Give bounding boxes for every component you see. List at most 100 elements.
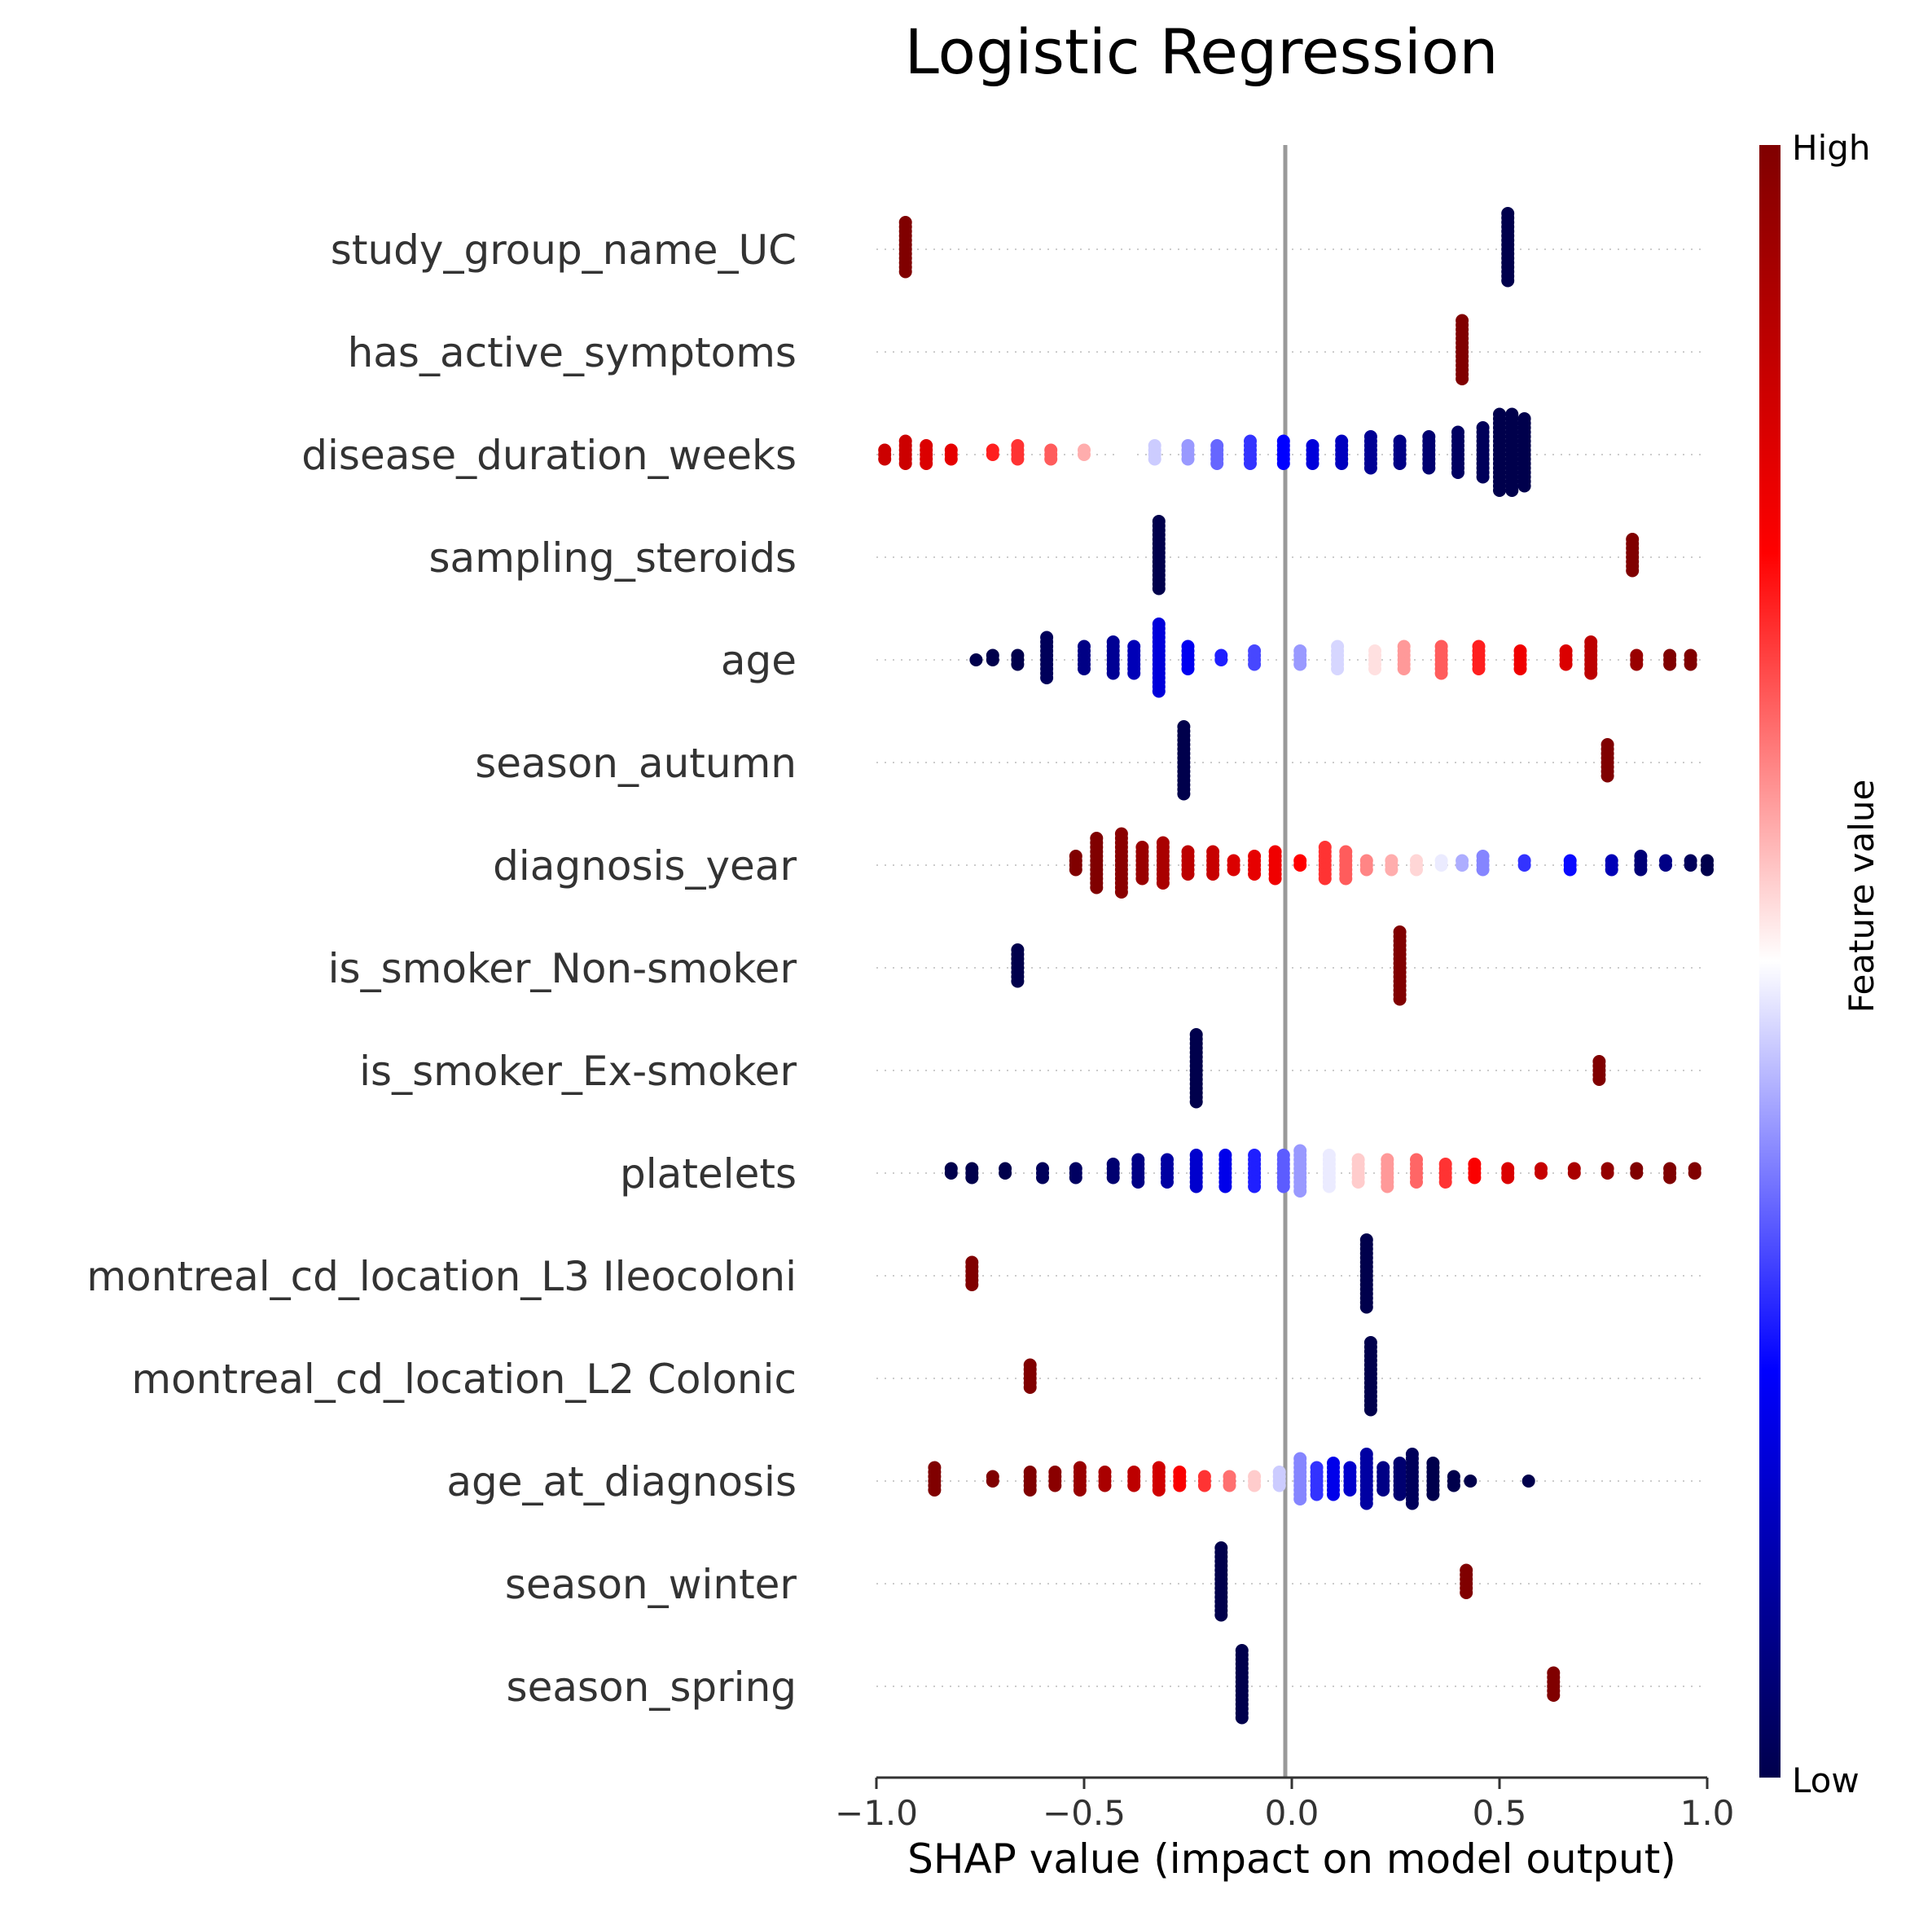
shap-point [1268, 845, 1282, 859]
shap-point [1472, 640, 1486, 653]
shap-point [1559, 644, 1573, 657]
shap-point [1098, 1479, 1112, 1492]
shap-point [1493, 407, 1506, 421]
feature-label: is_smoker_Non-smoker [328, 945, 797, 992]
shap-point [1272, 1466, 1286, 1479]
x-axis: −1.0 −0.5 0.0 0.5 1.0 [835, 1776, 1734, 1833]
feature-label: is_smoker_Ex-smoker [359, 1048, 797, 1095]
shap-point [1023, 1483, 1037, 1497]
shap-point [1472, 662, 1486, 675]
shap-point [1563, 854, 1577, 868]
shap-point [1244, 434, 1257, 448]
shap-point [1078, 662, 1091, 675]
shap-point [1181, 452, 1195, 466]
shap-point [1476, 470, 1490, 484]
shap-point [1011, 943, 1025, 956]
shap-point [1517, 479, 1531, 493]
shap-point [1127, 1479, 1141, 1492]
shap-point [1663, 1162, 1677, 1176]
shap-point [1331, 662, 1345, 675]
shap-point [1152, 618, 1166, 631]
shap-point [1023, 1381, 1037, 1394]
shap-point [1248, 868, 1262, 881]
shap-point [1393, 925, 1407, 938]
shap-point [1011, 657, 1025, 671]
shap-point [1630, 648, 1644, 662]
shap-point [1634, 850, 1648, 863]
shap-point [944, 1162, 958, 1176]
shap-point [1501, 1162, 1515, 1176]
shap-point [1161, 1153, 1174, 1167]
shap-point [1584, 666, 1598, 680]
shap-point [1359, 1233, 1373, 1246]
shap-point [1098, 1466, 1112, 1479]
shap-point [1701, 863, 1714, 877]
shap-point [1422, 461, 1436, 475]
shap-point [1036, 1171, 1049, 1185]
shap-point [1131, 1153, 1145, 1167]
shap-point [1684, 854, 1697, 868]
shap-point [944, 452, 958, 466]
feature-label: disease_duration_weeks [301, 432, 797, 479]
shap-point [1535, 1162, 1548, 1176]
shap-point [1048, 1466, 1062, 1479]
shap-point [965, 1255, 979, 1269]
shap-point [1268, 872, 1282, 886]
shap-point [1214, 648, 1228, 662]
shap-point [928, 1483, 942, 1497]
shap-point [1248, 850, 1262, 863]
shap-point [969, 653, 983, 666]
shap-point [1393, 992, 1407, 1006]
shap-point [1363, 1336, 1377, 1349]
shap-point [1505, 407, 1519, 421]
shap-point [1106, 1171, 1120, 1185]
shap-point [1339, 872, 1353, 886]
shap-point [1235, 1711, 1249, 1725]
x-tick-label: 0.0 [1265, 1793, 1319, 1833]
shap-point [1600, 738, 1614, 751]
shap-point [1152, 1483, 1166, 1497]
shap-point [1468, 1158, 1482, 1171]
shap-point [1244, 457, 1257, 470]
shap-point [1152, 515, 1166, 528]
shap-point [1456, 854, 1469, 868]
shap-point [1426, 1457, 1440, 1470]
shap-point [1293, 1492, 1307, 1505]
shap-point [1044, 452, 1058, 466]
shap-point [1335, 457, 1349, 470]
shap-point [1276, 1180, 1290, 1193]
shap-point [1293, 644, 1307, 657]
shap-point [1036, 1162, 1049, 1176]
shap-point [1505, 484, 1519, 497]
shap-point [1377, 1461, 1390, 1475]
shap-point [1434, 854, 1448, 868]
shap-point [1327, 1488, 1340, 1501]
shap-point [1468, 1171, 1482, 1185]
shap-point [1078, 640, 1091, 653]
shap-point [1322, 1180, 1336, 1193]
shap-point [1293, 657, 1307, 671]
shap-point [1447, 1470, 1460, 1483]
shap-point [1327, 1457, 1340, 1470]
shap-point [1351, 1153, 1365, 1167]
shap-point [1493, 484, 1506, 497]
shap-point [1547, 1666, 1561, 1680]
shap-point [1318, 872, 1332, 886]
shap-point [920, 439, 933, 452]
shap-point [1405, 1448, 1419, 1461]
shap-point [1600, 769, 1614, 783]
shap-point [1410, 863, 1423, 877]
shap-point [1276, 434, 1290, 448]
shap-point [1181, 640, 1195, 653]
shap-point [1359, 1497, 1373, 1510]
shap-point [965, 1278, 979, 1291]
shap-point [1521, 1475, 1535, 1488]
shap-point [1223, 1479, 1236, 1492]
feature-label: age_at_diagnosis [446, 1458, 797, 1505]
shap-point [1626, 564, 1640, 578]
shap-point [1363, 1403, 1377, 1417]
shap-point [1517, 854, 1531, 868]
shap-point [1248, 644, 1262, 657]
shap-point [1135, 841, 1149, 854]
